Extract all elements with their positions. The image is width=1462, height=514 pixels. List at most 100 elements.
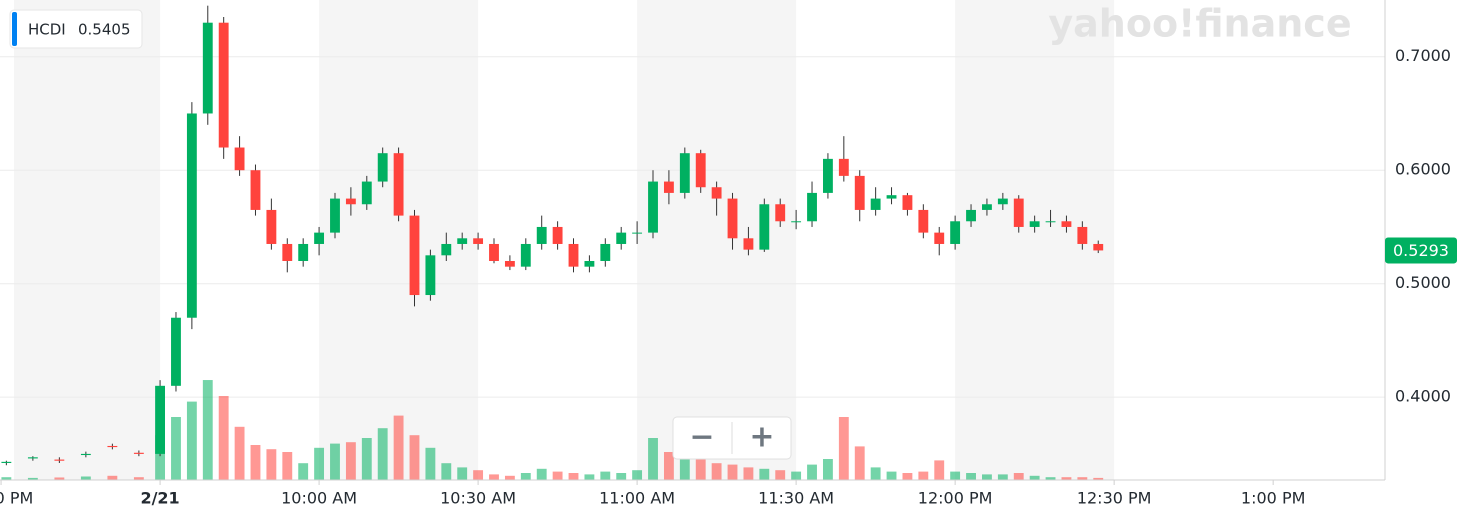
candle-body — [568, 243, 579, 267]
volume-bar — [568, 473, 579, 480]
zoom-out-button[interactable]: − — [689, 420, 714, 455]
volume-bar — [982, 474, 992, 480]
axis-layer: 0.4000 0.5000 0.6000 0.7000 4:00 PM 2/21 10:00… — [0, 46, 1451, 507]
volume-bar — [536, 468, 547, 480]
candle-body — [1061, 221, 1072, 227]
candle-body — [54, 459, 65, 461]
volume-bar — [552, 471, 563, 480]
candle-body — [202, 22, 213, 114]
volume-bar — [473, 470, 484, 480]
volume-bar — [489, 474, 499, 480]
volume-bar — [80, 476, 91, 480]
candle-body — [600, 243, 611, 261]
candle-body — [504, 260, 515, 267]
candle-body — [234, 147, 245, 171]
candle-body — [902, 195, 913, 210]
candle-body — [361, 181, 372, 205]
volume-bar — [1093, 477, 1104, 480]
candle-body — [775, 204, 786, 222]
volume-bar — [54, 477, 65, 480]
zoom-in-button[interactable]: + — [749, 420, 774, 455]
volume-bar — [27, 477, 38, 480]
legend-box — [9, 9, 143, 49]
volume-bar — [1077, 477, 1088, 480]
volume-bar — [345, 442, 356, 480]
grid-layer — [0, 56, 1385, 398]
volume-bar — [918, 471, 929, 480]
volume-bar — [330, 443, 340, 480]
candle-body — [632, 232, 643, 234]
candle-body — [409, 215, 420, 296]
candle-body — [250, 170, 261, 210]
candle-body — [743, 238, 754, 250]
candle-body — [838, 158, 849, 176]
session-band — [319, 0, 479, 480]
y-tick-label: 0.4000 — [1395, 387, 1451, 406]
volume-bar — [759, 468, 770, 480]
x-tick-label: 1:00 PM — [1241, 489, 1305, 508]
candle-body — [27, 457, 38, 459]
candle-body — [759, 204, 770, 250]
candle-body — [934, 232, 945, 244]
candle-body — [807, 192, 817, 222]
volume-bar — [584, 474, 595, 480]
volume-bar — [663, 452, 674, 480]
candle-body — [1029, 221, 1040, 227]
x-tick-label: 11:30 AM — [758, 489, 834, 508]
y-tick-label: 0.6000 — [1395, 160, 1451, 179]
candle-body — [648, 181, 658, 233]
volume-bar — [950, 471, 961, 480]
volume-bar — [377, 428, 388, 480]
candle-body — [393, 153, 404, 216]
candle-body — [918, 209, 929, 233]
candle-body — [695, 153, 706, 188]
price-tag: 0.5293 — [1385, 237, 1457, 264]
candle-body — [457, 238, 468, 244]
volume-bar — [107, 475, 118, 480]
candle-body — [266, 209, 277, 244]
candle-body — [218, 22, 229, 148]
candle-body — [107, 445, 118, 448]
volume-bar — [966, 473, 976, 480]
volume-bar — [743, 467, 754, 480]
volume-bar — [133, 477, 144, 480]
volume-bar — [441, 463, 452, 480]
legend-value: 0.5405 — [78, 21, 131, 39]
zoom-controls: − + — [672, 416, 792, 460]
volume-bar — [218, 396, 229, 480]
volume-bar — [870, 467, 881, 480]
volume-bar — [1, 477, 12, 480]
candle-body — [584, 260, 595, 267]
background-layer — [14, 0, 1115, 480]
candle-body — [520, 243, 531, 267]
candle-body — [1093, 243, 1104, 251]
candle-body — [870, 198, 881, 210]
volume-bar — [171, 417, 181, 480]
candle-body — [171, 317, 181, 386]
volume-bar — [266, 449, 277, 480]
price-tag-box — [1385, 237, 1457, 264]
volume-bar — [282, 452, 293, 480]
x-tick-label: 2/21 — [140, 489, 179, 508]
x-tick-label: 10:30 AM — [440, 489, 516, 508]
candle-body — [616, 232, 627, 244]
volume-bar — [186, 401, 197, 480]
volume-bar — [409, 435, 420, 480]
candle-body — [663, 181, 674, 193]
x-tick-label: 10:00 AM — [281, 489, 357, 508]
candle-body — [282, 243, 293, 261]
y-tick-label: 0.5000 — [1395, 273, 1451, 292]
volume-bar — [1061, 477, 1072, 480]
candle-body — [854, 175, 865, 210]
candle-body — [186, 113, 197, 318]
volume-bar — [648, 438, 658, 480]
candle-body — [133, 452, 144, 454]
candle-body — [298, 243, 309, 261]
candle-body — [80, 453, 91, 456]
volume-bar — [775, 470, 786, 480]
candle-body — [679, 153, 690, 193]
volume-bar — [934, 460, 945, 480]
volume-bar — [1045, 477, 1056, 480]
candle-body — [886, 195, 897, 199]
